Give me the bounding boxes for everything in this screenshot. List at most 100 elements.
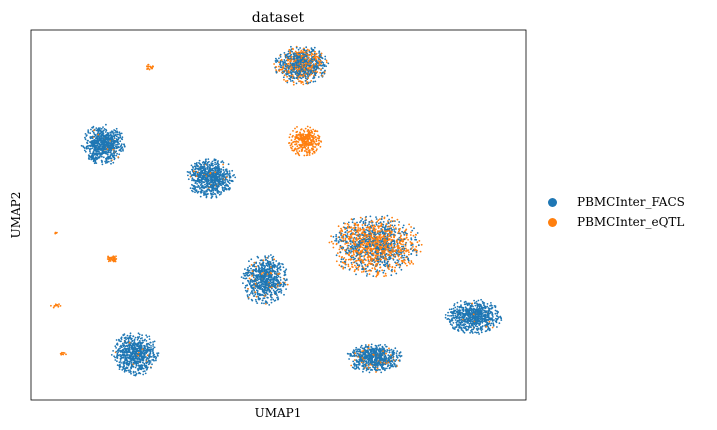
point-facs (87, 154, 90, 157)
point-eqtl (58, 303, 60, 306)
point-facs (121, 138, 124, 141)
point-eqtl (366, 233, 369, 236)
point-facs (228, 182, 231, 185)
point-facs (474, 304, 477, 307)
point-facs (102, 126, 104, 128)
point-eqtl (412, 234, 415, 237)
point-facs (198, 162, 200, 164)
point-facs (136, 336, 139, 339)
point-eqtl (296, 151, 299, 154)
point-facs (91, 145, 93, 147)
point-facs (143, 339, 146, 342)
point-facs (297, 48, 300, 51)
point-facs (375, 270, 378, 273)
point-eqtl (377, 254, 380, 256)
point-facs (358, 348, 361, 351)
point-facs (242, 282, 244, 285)
point-facs (104, 131, 107, 133)
point-facs (393, 363, 396, 366)
point-facs (356, 352, 359, 355)
point-facs (355, 348, 357, 351)
point-facs (121, 369, 124, 371)
point-facs (96, 147, 98, 150)
point-eqtl (374, 246, 377, 248)
point-eqtl (348, 253, 350, 256)
point-facs (448, 320, 451, 323)
point-eqtl (406, 264, 408, 267)
point-eqtl (404, 262, 407, 265)
point-facs (319, 58, 321, 61)
point-facs (375, 216, 377, 219)
point-facs (314, 68, 317, 71)
point-facs (379, 221, 382, 224)
point-eqtl (328, 241, 331, 244)
point-facs (379, 231, 382, 234)
point-facs (273, 292, 276, 295)
point-facs (284, 279, 287, 282)
point-eqtl (353, 359, 356, 361)
point-eqtl (376, 262, 378, 265)
point-eqtl (344, 239, 347, 241)
point-eqtl (294, 152, 297, 155)
point-eqtl (294, 143, 296, 146)
point-facs (113, 137, 116, 140)
point-eqtl (352, 237, 355, 240)
point-eqtl (115, 255, 117, 258)
point-facs (148, 338, 151, 340)
point-facs (156, 352, 159, 355)
point-facs (90, 128, 92, 131)
point-eqtl (310, 80, 313, 82)
point-eqtl (399, 227, 401, 230)
point-facs (283, 52, 286, 54)
point-facs (234, 176, 237, 179)
point-facs (335, 254, 338, 257)
point-eqtl (295, 150, 298, 152)
point-facs (270, 298, 272, 301)
point-facs (381, 239, 384, 241)
point-facs (256, 302, 259, 304)
point-facs (199, 190, 202, 193)
point-facs (121, 136, 124, 139)
point-facs (398, 266, 401, 269)
point-facs (280, 289, 283, 292)
point-eqtl (52, 306, 55, 309)
point-facs (384, 225, 387, 227)
point-eqtl (340, 227, 342, 230)
point-facs (475, 300, 478, 303)
point-facs (463, 327, 466, 329)
point-eqtl (107, 255, 109, 258)
point-facs (396, 350, 399, 352)
point-facs (488, 327, 491, 330)
point-facs (384, 263, 387, 266)
point-facs (145, 368, 148, 371)
point-eqtl (344, 249, 346, 251)
point-facs (355, 351, 358, 353)
point-facs (358, 355, 361, 357)
point-eqtl (344, 243, 346, 245)
point-facs (88, 144, 91, 147)
point-eqtl (399, 237, 402, 240)
point-eqtl (292, 130, 294, 132)
point-eqtl (359, 216, 362, 219)
point-facs (385, 252, 388, 255)
point-eqtl (396, 218, 399, 221)
point-facs (252, 295, 255, 297)
point-eqtl (491, 326, 494, 329)
point-facs (285, 268, 288, 271)
point-facs (364, 224, 367, 227)
point-facs (346, 233, 349, 235)
point-facs (274, 299, 277, 302)
point-facs (107, 160, 110, 163)
point-facs (452, 314, 455, 317)
point-eqtl (357, 269, 360, 271)
point-facs (410, 253, 413, 256)
point-facs (146, 342, 148, 345)
point-facs (402, 245, 405, 248)
point-facs (327, 62, 330, 65)
point-facs (217, 164, 219, 167)
point-eqtl (395, 239, 398, 242)
point-facs (485, 311, 487, 314)
point-eqtl (420, 243, 423, 246)
point-eqtl (347, 231, 349, 234)
point-eqtl (320, 140, 322, 143)
